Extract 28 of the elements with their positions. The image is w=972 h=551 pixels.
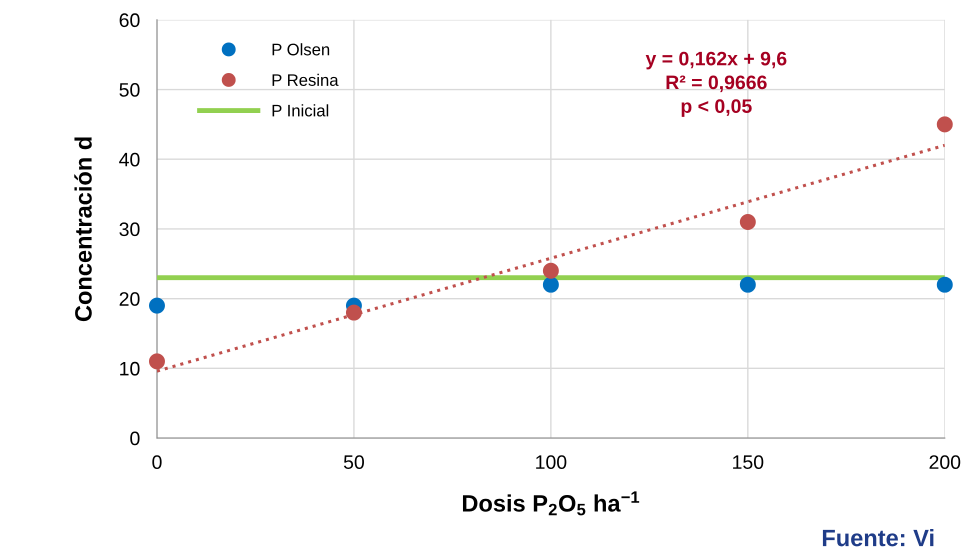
y-axis-title: Concentración d (74, 137, 92, 322)
point (740, 276, 756, 293)
point (542, 262, 559, 279)
source-note: Fuente: Vi (822, 528, 934, 546)
point (740, 214, 756, 230)
x-tick-label: 0 (152, 455, 162, 469)
x-tick-label: 100 (536, 455, 566, 469)
point (149, 353, 165, 370)
legend-label: P Resina (272, 74, 339, 86)
point (936, 116, 953, 132)
legend-label: P Olsen (272, 43, 330, 56)
x-tick-label: 50 (344, 455, 364, 469)
x-tick-label: 150 (733, 455, 764, 469)
point (936, 276, 953, 293)
y-tick-label: 50 (119, 83, 140, 97)
y-tick-label: 20 (120, 292, 140, 306)
point (542, 276, 559, 293)
y-tick-label: 0 (130, 432, 140, 446)
x-axis-title: Dosis P$_{2}$O$_{5}$ ha$^{−1}$ (462, 491, 640, 516)
y-tick-label: 60 (120, 13, 140, 28)
legend-label: P Inicial (272, 104, 328, 117)
y-tick-label: 30 (119, 222, 140, 236)
x-tick-label: 200 (930, 455, 960, 469)
y-tick-label: 10 (120, 362, 140, 376)
annotation: y = 0,162x + 9,6 R² = 0,9666 p < 0,05 (646, 52, 786, 117)
point (149, 298, 165, 314)
y-tick-label: 40 (119, 152, 140, 166)
point (346, 304, 362, 321)
